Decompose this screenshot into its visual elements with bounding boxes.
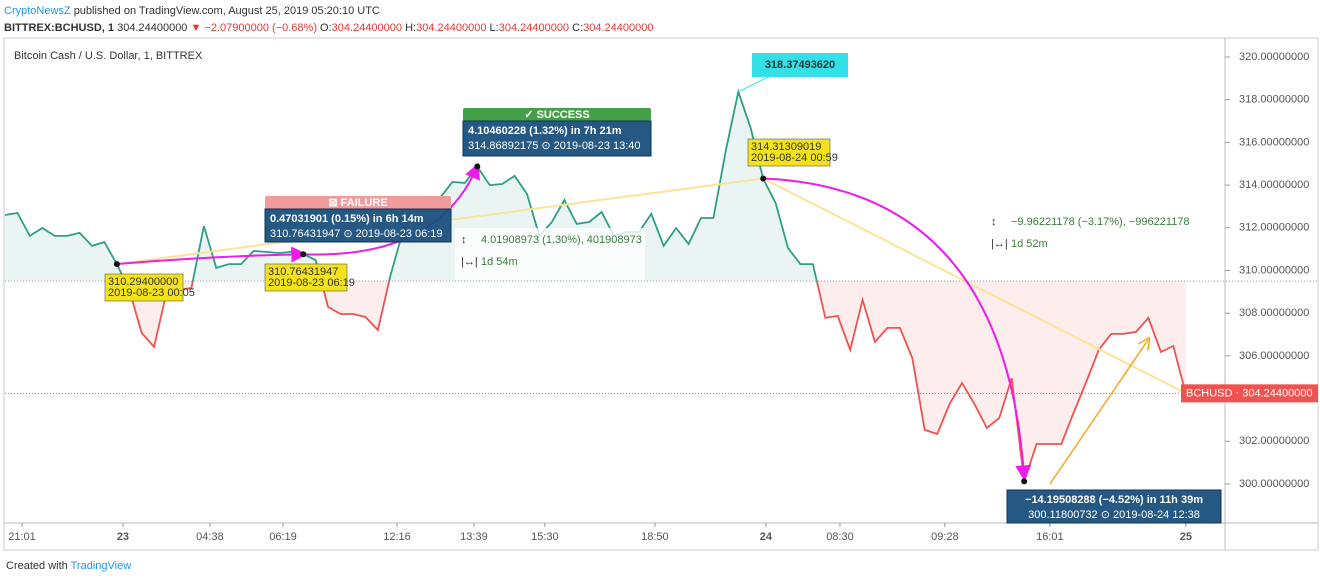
result-header-text: ✓ SUCCESS bbox=[524, 109, 589, 121]
x-tick-label: 16:01 bbox=[1036, 531, 1064, 543]
peak-note-text: 318.37493620 bbox=[765, 59, 835, 71]
x-tick-label: 08:30 bbox=[826, 531, 854, 543]
x-tick-label: 15:30 bbox=[531, 531, 559, 543]
y-tick-label: 308.00000000 bbox=[1239, 307, 1309, 319]
close-label: C: bbox=[572, 22, 583, 34]
y-tick-label: 302.00000000 bbox=[1239, 435, 1309, 447]
result-header-text: ⊠ FAILURE bbox=[328, 197, 387, 209]
arrow bbox=[763, 177, 1032, 482]
price-note bbox=[747, 138, 831, 167]
anchor-dot bbox=[113, 261, 120, 268]
frame bbox=[3, 37, 1319, 551]
low-label: L: bbox=[490, 22, 499, 34]
y-tick-label: 306.00000000 bbox=[1239, 350, 1309, 362]
price-note bbox=[264, 263, 348, 292]
result-text: 0.47031901 (0.15%) in 6h 14m bbox=[270, 213, 424, 225]
result-box bbox=[264, 208, 452, 243]
change: ▼ −2.07900000 (−0.68%) bbox=[191, 22, 317, 34]
footer-brand: TradingView bbox=[71, 560, 132, 572]
price-note-text: 310.29400000 bbox=[108, 276, 178, 288]
price-line bbox=[4, 88, 1187, 482]
last-price-name: BCHUSD bbox=[1186, 387, 1233, 399]
y-tick-label: 310.00000000 bbox=[1239, 264, 1309, 276]
anchor-dot bbox=[760, 175, 767, 182]
x-tick-label: 25 bbox=[1180, 531, 1192, 543]
anchor-dot bbox=[1021, 478, 1028, 485]
y-tick-label: 312.00000000 bbox=[1239, 222, 1309, 234]
open-label: O: bbox=[320, 22, 332, 34]
high-label: H: bbox=[405, 22, 416, 34]
trend-line bbox=[762, 177, 1187, 395]
price-note-text: 2019-08-23 00:05 bbox=[108, 287, 195, 299]
measure-text: 1d 54m bbox=[481, 256, 518, 268]
result-box bbox=[1006, 489, 1222, 524]
x-tick-label: 12:16 bbox=[383, 531, 411, 543]
result-text: 310.76431947 ⊙ 2019-08-23 06:19 bbox=[270, 228, 443, 240]
result-text: 314.86892175 ⊙ 2019-08-23 13:40 bbox=[468, 140, 641, 152]
result-header bbox=[463, 108, 651, 121]
result-box bbox=[462, 120, 652, 157]
y-tick-label: 318.00000000 bbox=[1239, 94, 1309, 106]
result-text: 300.11800732 ⊙ 2019-08-24 12:38 bbox=[1028, 509, 1200, 521]
anchor-dot bbox=[474, 163, 481, 170]
area-below bbox=[125, 281, 1186, 482]
measure-icon: |↔| bbox=[461, 256, 478, 268]
measure-text: −9.96221178 (−3.17%), −996221178 bbox=[1011, 216, 1190, 228]
result-text: −14.19508288 (−4.52%) in 11h 39m bbox=[1025, 494, 1203, 506]
publisher: CryptoNewsZ bbox=[4, 5, 71, 17]
peak-note bbox=[752, 53, 848, 77]
measure-text: 1d 52m bbox=[1011, 238, 1048, 250]
anchor-dot bbox=[300, 251, 307, 258]
published: published on TradingView.com, August 25,… bbox=[74, 5, 380, 17]
header-line1: CryptoNewsZ published on TradingView.com… bbox=[4, 5, 380, 17]
result-header bbox=[265, 196, 451, 209]
open: 304.24400000 bbox=[332, 22, 402, 34]
x-tick-label: 24 bbox=[760, 531, 773, 543]
x-tick-label: 06:19 bbox=[269, 531, 297, 543]
footer-created: Created with bbox=[6, 560, 68, 572]
x-tick-label: 04:38 bbox=[196, 531, 224, 543]
measure-box bbox=[455, 228, 645, 280]
last-price-text: BCHUSD · 304.24400000 bbox=[1186, 387, 1313, 399]
price-note-text: 2019-08-23 06:19 bbox=[268, 277, 355, 289]
price-note-text: 314.31309019 bbox=[751, 141, 821, 153]
x-tick-label: 23 bbox=[117, 531, 129, 543]
last-price-label: 304.24400000 bbox=[1242, 387, 1312, 399]
price-note bbox=[104, 273, 184, 302]
price-note-text: 2019-08-24 00:59 bbox=[751, 152, 838, 164]
high: 304.24400000 bbox=[416, 22, 486, 34]
y-tick-label: 320.00000000 bbox=[1239, 51, 1309, 63]
symbol: BITTREX:BCHUSD, 1 bbox=[4, 22, 114, 34]
y-tick-label: 300.00000000 bbox=[1239, 478, 1309, 490]
price-note-text: 310.76431947 bbox=[268, 266, 338, 278]
low: 304.24400000 bbox=[499, 22, 569, 34]
leader bbox=[738, 75, 771, 93]
footer: Created with TradingView bbox=[6, 560, 131, 572]
last-price-tag bbox=[1181, 384, 1318, 403]
header-line2: BITTREX:BCHUSD, 1 304.24400000 ▼ −2.0790… bbox=[4, 22, 653, 34]
arrow bbox=[1049, 340, 1148, 485]
measure-box bbox=[985, 210, 1185, 260]
x-tick-label: 21:01 bbox=[8, 531, 36, 543]
x-tick-label: 13:39 bbox=[460, 531, 488, 543]
measure-icon: ↕ bbox=[991, 216, 997, 228]
chart-title: Bitcoin Cash / U.S. Dollar, 1, BITTREX bbox=[14, 50, 203, 62]
close: 304.24400000 bbox=[583, 22, 653, 34]
result-text: 4.10460228 (1.32%) in 7h 21m bbox=[468, 125, 622, 137]
y-tick-label: 316.00000000 bbox=[1239, 136, 1309, 148]
measure-text: 4.01908973 (1.30%), 401908973 bbox=[481, 234, 642, 246]
y-tick-label: 314.00000000 bbox=[1239, 179, 1309, 191]
x-tick-label: 09:28 bbox=[931, 531, 959, 543]
last: 304.24400000 bbox=[117, 22, 187, 34]
x-tick-label: 18:50 bbox=[641, 531, 669, 543]
measure-icon: |↔| bbox=[991, 238, 1008, 250]
measure-icon: ↕ bbox=[461, 234, 467, 246]
arrow bbox=[116, 246, 308, 266]
plot: 300.00000000302.00000000304.00000000306.… bbox=[4, 51, 1318, 543]
